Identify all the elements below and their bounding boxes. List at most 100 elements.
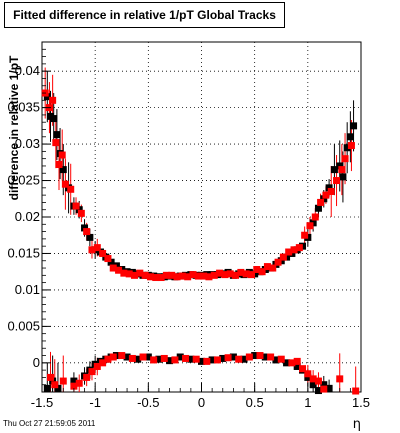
data-point — [224, 354, 232, 362]
data-point — [173, 273, 181, 281]
data-point — [93, 362, 101, 370]
data-point — [232, 271, 240, 279]
data-point — [208, 356, 216, 364]
data-point — [93, 244, 101, 252]
data-point — [251, 352, 259, 360]
data-point — [123, 353, 131, 361]
data-point — [54, 384, 62, 392]
x-tick-label: -1 — [89, 395, 101, 410]
data-point — [125, 270, 133, 278]
data-point — [283, 359, 291, 367]
data-point — [346, 133, 354, 141]
data-point — [347, 142, 355, 150]
data-point — [320, 381, 328, 389]
data-point — [267, 353, 275, 361]
data-point — [314, 377, 322, 385]
data-point — [75, 379, 83, 387]
x-tick-label: 0.5 — [246, 395, 264, 410]
data-point — [293, 362, 301, 370]
data-point — [269, 264, 277, 272]
data-point — [352, 387, 360, 395]
x-axis-label: η — [353, 417, 361, 432]
data-point — [258, 268, 266, 276]
data-point — [50, 115, 58, 123]
data-point — [146, 273, 154, 281]
data-point — [162, 271, 170, 279]
data-point — [53, 131, 61, 139]
data-point — [166, 357, 174, 365]
data-point — [171, 356, 179, 364]
data-point — [160, 354, 168, 362]
data-point — [322, 191, 330, 199]
data-point — [55, 161, 63, 168]
data-point — [77, 209, 85, 217]
data-point — [83, 373, 91, 381]
data-point — [72, 202, 80, 210]
data-point — [304, 370, 312, 378]
data-point — [343, 144, 351, 152]
data-point — [150, 356, 158, 364]
x-tick-label: -0.5 — [137, 395, 159, 410]
data-point — [237, 268, 245, 276]
y-tick-label: 0.03 — [15, 136, 40, 151]
data-point — [213, 356, 221, 364]
data-point — [221, 271, 229, 279]
data-point — [240, 355, 248, 363]
y-tick-label: 0.035 — [7, 100, 40, 115]
data-point — [139, 353, 147, 361]
data-point — [242, 270, 250, 278]
data-point — [235, 355, 243, 363]
data-point — [43, 93, 51, 101]
data-point — [88, 246, 96, 254]
data-point — [59, 377, 67, 385]
y-tick-label: 0.015 — [7, 245, 40, 260]
data-point — [182, 354, 190, 362]
data-point — [245, 353, 253, 361]
data-point — [99, 249, 107, 257]
data-point — [61, 180, 69, 188]
x-tick-label: -1.5 — [31, 395, 53, 410]
data-point — [216, 269, 224, 277]
data-point — [274, 258, 282, 266]
data-point — [205, 273, 213, 281]
data-point — [83, 228, 91, 236]
data-point — [88, 368, 96, 376]
data-point — [184, 273, 192, 281]
timestamp-footer: Thu Oct 27 21:59:05 2011 — [3, 419, 96, 428]
data-markers — [41, 89, 360, 395]
data-point — [43, 384, 51, 392]
data-point — [327, 187, 335, 195]
data-point — [104, 355, 112, 363]
y-tick-label: 0.005 — [7, 318, 40, 333]
data-point — [317, 198, 325, 206]
data-point — [67, 185, 75, 193]
data-point — [152, 274, 160, 282]
data-point — [187, 355, 195, 363]
data-point — [99, 359, 107, 367]
data-point — [107, 258, 115, 266]
data-point — [200, 272, 208, 280]
data-point — [49, 96, 57, 104]
data-point — [109, 353, 117, 361]
data-point — [144, 353, 152, 361]
data-point — [81, 224, 89, 232]
data-point — [336, 162, 344, 170]
data-point — [256, 352, 264, 360]
y-tick-label: 0.02 — [15, 209, 40, 224]
data-point — [279, 253, 287, 261]
data-point — [70, 382, 78, 390]
data-point — [320, 385, 328, 393]
x-tick-label: 0 — [198, 395, 205, 410]
data-point — [203, 357, 211, 365]
data-point — [330, 166, 338, 174]
data-point — [301, 231, 309, 239]
data-point — [341, 155, 349, 163]
data-point — [261, 353, 269, 361]
data-point — [210, 271, 218, 279]
data-point — [306, 222, 314, 230]
data-point — [226, 270, 234, 278]
data-point — [272, 356, 280, 364]
data-point — [70, 377, 78, 385]
data-point — [134, 355, 142, 363]
